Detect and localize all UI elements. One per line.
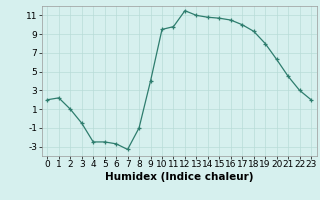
- X-axis label: Humidex (Indice chaleur): Humidex (Indice chaleur): [105, 172, 253, 182]
